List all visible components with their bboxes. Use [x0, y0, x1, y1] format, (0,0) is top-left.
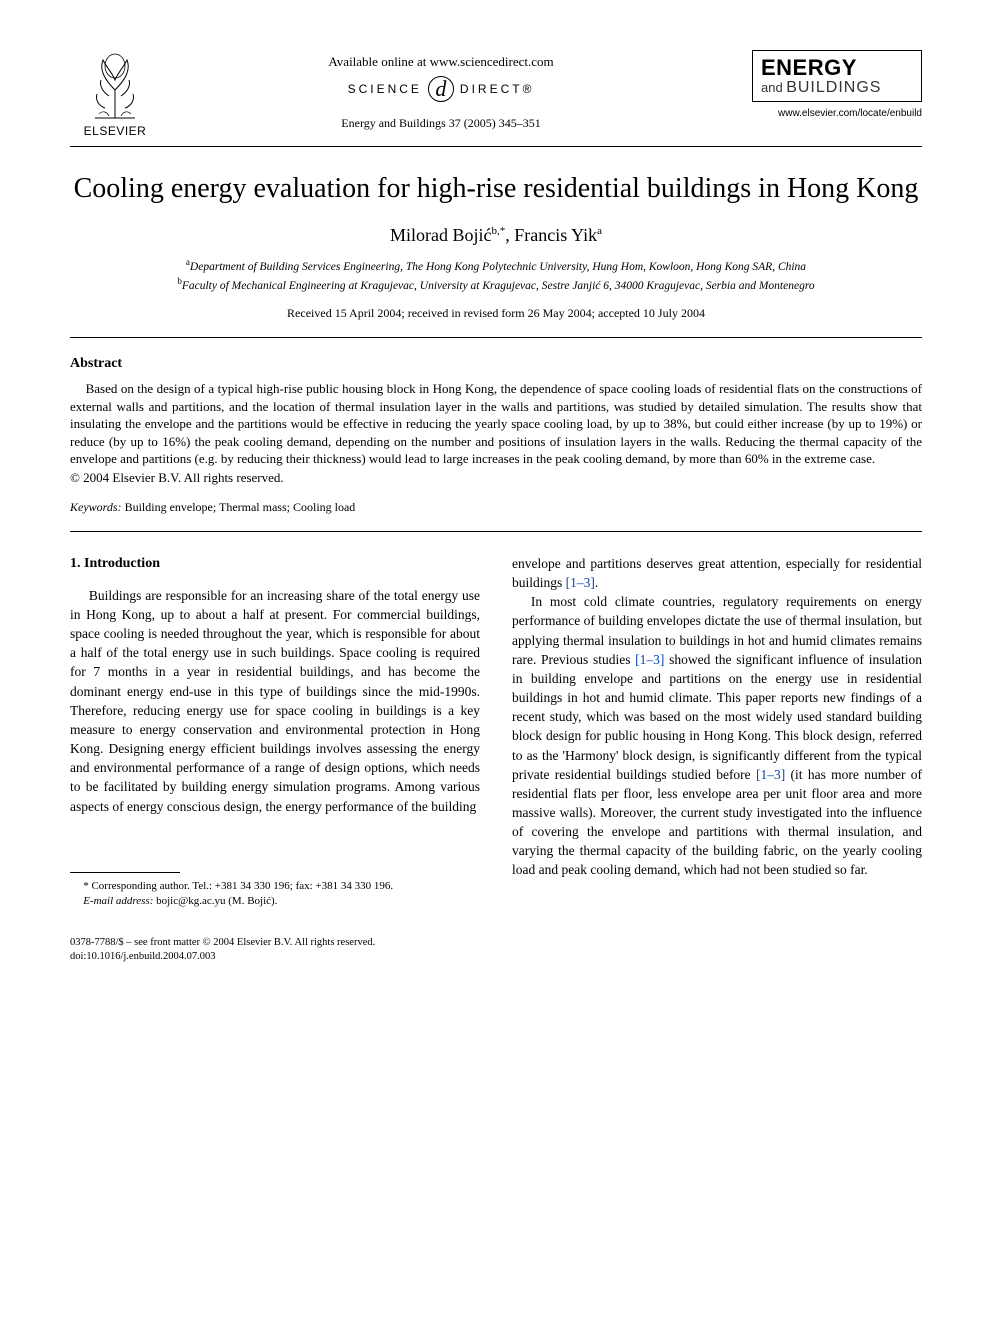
section-1-col1-para1: Buildings are responsible for an increas… [70, 586, 480, 816]
elsevier-tree-icon [85, 50, 145, 122]
corresponding-footnote: * Corresponding author. Tel.: +381 34 33… [70, 879, 480, 910]
available-online-text: Available online at www.sciencedirect.co… [160, 54, 722, 70]
publisher-logo-block: ELSEVIER [70, 50, 160, 138]
abstract-rule [70, 531, 922, 532]
author-2-sup: a [597, 225, 602, 237]
header-center: Available online at www.sciencedirect.co… [160, 50, 722, 131]
footer-line2: doi:10.1016/j.enbuild.2004.07.003 [70, 950, 922, 965]
abstract-heading: Abstract [70, 356, 922, 372]
ref-link-1[interactable]: [1–3] [566, 575, 595, 590]
author-2-name: Francis Yik [514, 225, 597, 245]
journal-logo-block: ENERGY and BUILDINGS www.elsevier.com/lo… [722, 50, 922, 119]
col2-p2-b: showed the significant influence of insu… [512, 652, 922, 782]
author-sep: , [505, 225, 514, 245]
author-1-name: Milorad Bojić [390, 225, 492, 245]
affiliation-b: bFaculty of Mechanical Engineering at Kr… [70, 275, 922, 294]
journal-logo-box: ENERGY and BUILDINGS [752, 50, 922, 102]
section-1-col2-para2: In most cold climate countries, regulato… [512, 592, 922, 879]
footnote-corr-line: * Corresponding author. Tel.: +381 34 33… [70, 879, 480, 894]
journal-logo-line2: BUILDINGS [786, 79, 881, 96]
article-title: Cooling energy evaluation for high-rise … [70, 171, 922, 207]
sd-text-left: SCIENCE [348, 82, 422, 96]
footnote-rule [70, 872, 180, 873]
footnote-email-label: E-mail address: [83, 895, 153, 907]
ref-link-3[interactable]: [1–3] [756, 767, 785, 782]
section-1-col2-para1: envelope and partitions deserves great a… [512, 554, 922, 592]
body-columns: 1. Introduction Buildings are responsibl… [70, 554, 922, 910]
footnote-email-line: E-mail address: bojic@kg.ac.yu (M. Bojić… [70, 894, 480, 909]
publisher-name: ELSEVIER [84, 124, 147, 138]
affiliations: aDepartment of Building Services Enginee… [70, 256, 922, 294]
sd-d-circle-icon: d [428, 76, 454, 102]
page-footer: 0378-7788/$ – see front matter © 2004 El… [70, 936, 922, 965]
col2-p1-b: . [595, 575, 598, 590]
dates-rule [70, 337, 922, 338]
col2-p2-c: (it has more number of residential flats… [512, 767, 922, 878]
journal-logo-and: and [761, 80, 783, 95]
author-1-sup: b,* [492, 225, 506, 237]
header-row: ELSEVIER Available online at www.science… [70, 50, 922, 138]
affil-a-text: Department of Building Services Engineer… [190, 261, 806, 273]
section-1-heading: 1. Introduction [70, 554, 480, 574]
ref-link-2[interactable]: [1–3] [635, 652, 664, 667]
abstract-body: Based on the design of a typical high-ri… [70, 380, 922, 468]
sd-text-right: DIRECT® [460, 82, 535, 96]
journal-url: www.elsevier.com/locate/enbuild [722, 108, 922, 119]
footnote-email-value: bojic@kg.ac.yu (M. Bojić). [153, 895, 277, 907]
sciencedirect-logo: SCIENCE d DIRECT® [348, 76, 535, 102]
journal-logo-line1: ENERGY [761, 57, 913, 79]
column-left: 1. Introduction Buildings are responsibl… [70, 554, 480, 910]
header-rule [70, 146, 922, 147]
column-right: envelope and partitions deserves great a… [512, 554, 922, 910]
journal-reference: Energy and Buildings 37 (2005) 345–351 [160, 116, 722, 131]
keywords-line: Keywords: Building envelope; Thermal mas… [70, 500, 922, 515]
keywords-text: Building envelope; Thermal mass; Cooling… [122, 500, 356, 514]
footer-line1: 0378-7788/$ – see front matter © 2004 El… [70, 936, 922, 951]
article-dates: Received 15 April 2004; received in revi… [70, 306, 922, 321]
keywords-label: Keywords: [70, 500, 122, 514]
affiliation-a: aDepartment of Building Services Enginee… [70, 256, 922, 275]
abstract-copyright: © 2004 Elsevier B.V. All rights reserved… [70, 470, 922, 486]
affil-b-text: Faculty of Mechanical Engineering at Kra… [182, 280, 815, 292]
authors-line: Milorad Bojićb,*, Francis Yika [70, 225, 922, 246]
